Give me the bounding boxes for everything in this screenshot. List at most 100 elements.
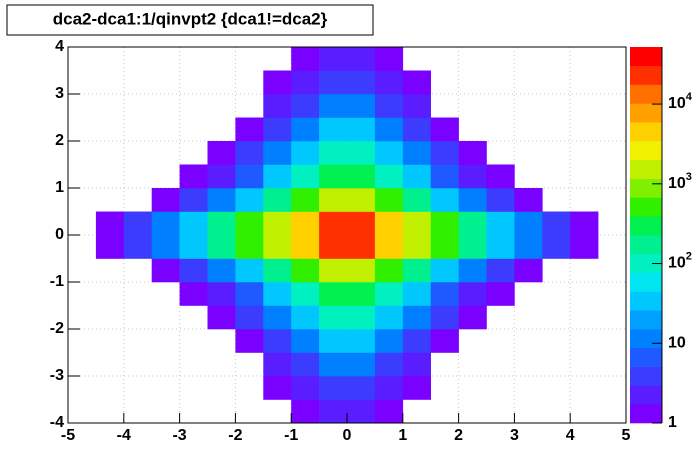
heatmap-cell xyxy=(402,305,431,330)
heatmap-cell xyxy=(514,235,543,259)
heatmap-cell xyxy=(263,117,292,142)
heatmap-cell xyxy=(291,70,320,95)
z-tick-label: 1 xyxy=(668,414,677,431)
heatmap-cell xyxy=(486,188,515,212)
colorbar-band xyxy=(630,178,662,198)
heatmap-cell xyxy=(179,282,208,306)
heatmap-cell xyxy=(235,117,264,142)
heatmap-cell xyxy=(263,164,292,189)
title-box xyxy=(6,4,374,36)
heatmap-cell xyxy=(430,258,459,283)
heatmap-cell xyxy=(207,282,236,306)
heatmap-cell xyxy=(402,211,431,236)
heatmap-cell xyxy=(291,305,320,330)
heatmap-cell xyxy=(319,352,348,377)
heatmap-cell xyxy=(347,164,376,189)
heatmap-cell xyxy=(402,376,431,400)
colorbar-band xyxy=(630,141,662,161)
colorbar-band xyxy=(630,329,662,349)
heatmap-cell xyxy=(347,376,376,400)
colorbar-band xyxy=(630,103,662,123)
heatmap-cell xyxy=(291,282,320,306)
heatmap-cell xyxy=(402,282,431,306)
heatmap-cell xyxy=(263,235,292,259)
heatmap-cell xyxy=(235,164,264,189)
colorbar-band xyxy=(630,310,662,330)
heatmap-cell xyxy=(207,141,236,165)
heatmap-cell xyxy=(179,235,208,259)
heatmap-cell xyxy=(319,211,348,236)
heatmap-cell xyxy=(179,188,208,212)
heatmap-cell xyxy=(347,235,376,259)
heatmap-cell xyxy=(570,235,599,259)
heatmap-cell xyxy=(486,258,515,283)
heatmap-cell xyxy=(430,329,459,353)
z-tick-label: 104 xyxy=(668,91,693,112)
heatmap-cell xyxy=(319,305,348,330)
heatmap-cell xyxy=(319,47,348,71)
heatmap-cell xyxy=(291,211,320,236)
colorbar-band xyxy=(630,404,662,424)
heatmap-cell xyxy=(263,329,292,353)
x-tick-label: -1 xyxy=(284,427,298,444)
heatmap-cell xyxy=(430,211,459,236)
heatmap-cell xyxy=(402,70,431,95)
heatmap-cell xyxy=(291,376,320,400)
heatmap-cell xyxy=(458,164,487,189)
heatmap-cell xyxy=(263,282,292,306)
heatmap-cell xyxy=(347,94,376,118)
heatmap-cell xyxy=(374,211,404,236)
heatmap-cell xyxy=(235,188,264,212)
heatmap-cell xyxy=(486,164,515,189)
heatmap-cell xyxy=(291,117,320,142)
heatmap-cell xyxy=(319,188,348,212)
heatmap-cell xyxy=(347,258,376,283)
heatmap-cell xyxy=(402,329,431,353)
heatmap-cell xyxy=(430,141,459,165)
heatmap-cell xyxy=(402,141,431,165)
heatmap-cell xyxy=(402,235,431,259)
heatmap-cell xyxy=(486,211,515,236)
heatmap-cell xyxy=(458,188,487,212)
heatmap-cell xyxy=(347,70,376,95)
heatmap-cell xyxy=(319,94,348,118)
heatmap-cell xyxy=(347,282,376,306)
z-tick-exponent: 4 xyxy=(686,91,693,103)
heatmap-cell xyxy=(291,399,320,424)
heatmap-cell xyxy=(374,188,404,212)
heatmap-cell xyxy=(402,164,431,189)
heatmap-cell xyxy=(263,188,292,212)
heatmap-cell xyxy=(374,282,404,306)
heatmap-cell xyxy=(235,258,264,283)
heatmap-cell xyxy=(486,282,515,306)
heatmap-cell xyxy=(319,399,348,424)
colorbar-band xyxy=(630,347,662,367)
x-tick-label: 3 xyxy=(510,427,519,444)
heatmap-cell xyxy=(374,258,404,283)
colorbar-band xyxy=(630,47,662,67)
heatmap-cell xyxy=(291,329,320,353)
heatmap-cell xyxy=(514,188,543,212)
chart-title: dca2-dca1:1/qinvpt2 {dca1!=dca2} xyxy=(53,9,328,28)
heatmap-cell xyxy=(542,235,571,259)
heatmap-cell xyxy=(263,70,292,95)
colorbar-band xyxy=(630,84,662,104)
heatmap-cell xyxy=(179,164,208,189)
colorbar-band xyxy=(630,272,662,292)
x-tick-label: -2 xyxy=(228,427,242,444)
heatmap-cell xyxy=(430,282,459,306)
heatmap-cell xyxy=(430,235,459,259)
heatmap-cell xyxy=(430,188,459,212)
heatmap-cell xyxy=(319,141,348,165)
heatmap-cell xyxy=(319,117,348,142)
heatmap-cell xyxy=(151,258,180,283)
heatmap-cell xyxy=(374,141,404,165)
x-tick-label: 5 xyxy=(622,427,631,444)
heatmap-cell xyxy=(347,399,376,424)
heatmap-cell xyxy=(402,94,431,118)
heatmap-cell xyxy=(319,70,348,95)
heatmap-cell xyxy=(347,47,376,71)
heatmap-cell xyxy=(458,305,487,330)
heatmap-cell xyxy=(514,211,543,236)
heatmap-cell xyxy=(291,94,320,118)
